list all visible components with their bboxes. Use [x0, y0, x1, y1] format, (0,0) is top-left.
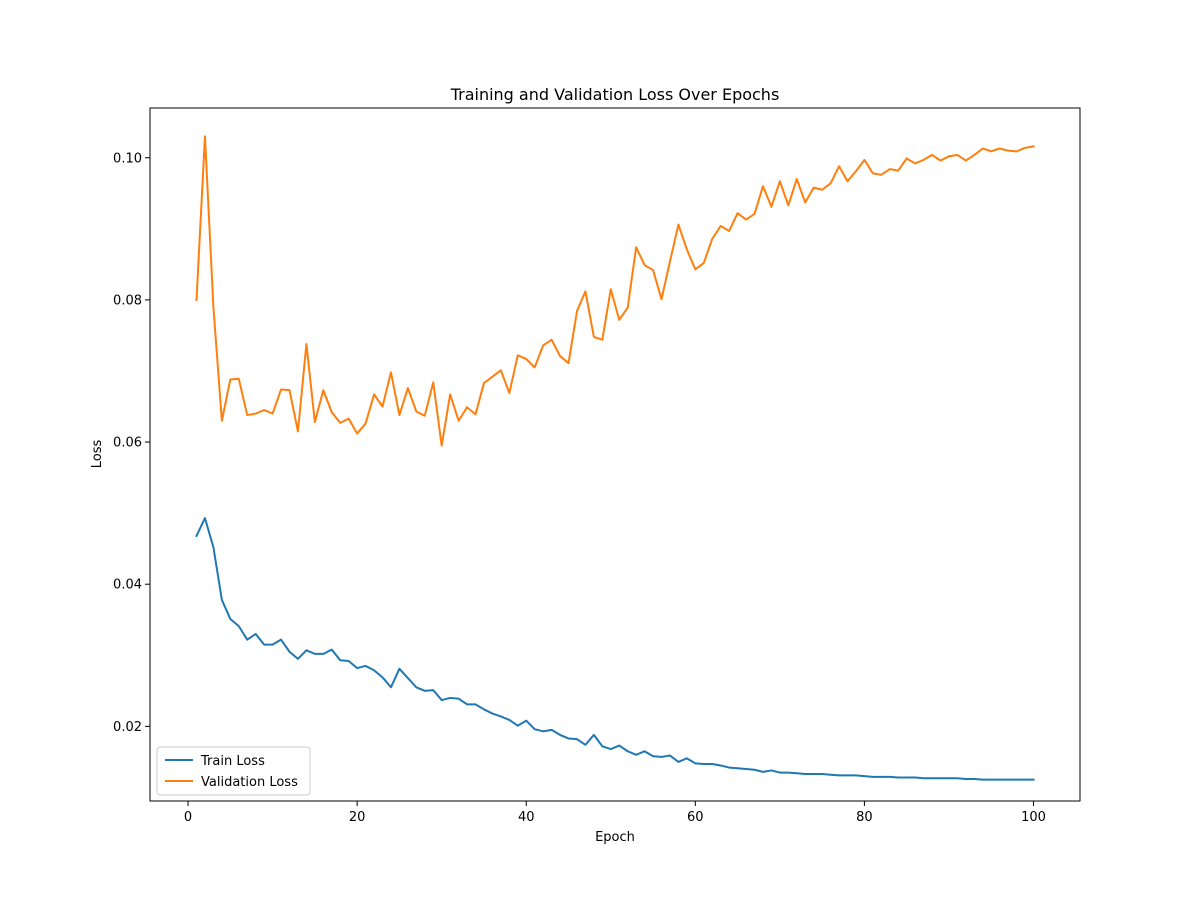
legend: Train Loss Validation Loss: [156, 746, 311, 796]
x-axis: 0 20 40 60 80 100: [184, 801, 1046, 825]
x-tick-label: 40: [518, 810, 535, 825]
x-tick-label: 0: [184, 810, 192, 825]
legend-label: Validation Loss: [201, 775, 298, 790]
legend-box: [156, 746, 311, 796]
y-tick-label: 0.08: [113, 293, 142, 308]
chart-title: Training and Validation Loss Over Epochs: [450, 85, 780, 104]
plot-frame: [149, 107, 1081, 802]
y-tick-label: 0.10: [113, 151, 142, 166]
legend-label: Train Loss: [200, 754, 265, 769]
y-axis-label: Loss: [90, 440, 105, 469]
x-tick-label: 60: [687, 810, 704, 825]
y-tick-label: 0.02: [113, 720, 142, 735]
x-tick-label: 80: [856, 810, 873, 825]
series-line-0: [195, 517, 1035, 781]
plot-lines: [195, 135, 1035, 781]
series-line-1: [195, 135, 1035, 447]
y-axis: 0.02 0.04 0.06 0.08 0.10: [113, 151, 150, 735]
x-tick-label: 20: [349, 810, 366, 825]
y-tick-label: 0.06: [113, 436, 142, 451]
y-tick-label: 0.04: [113, 578, 142, 593]
x-axis-label: Epoch: [595, 830, 635, 845]
x-tick-label: 100: [1021, 810, 1046, 825]
